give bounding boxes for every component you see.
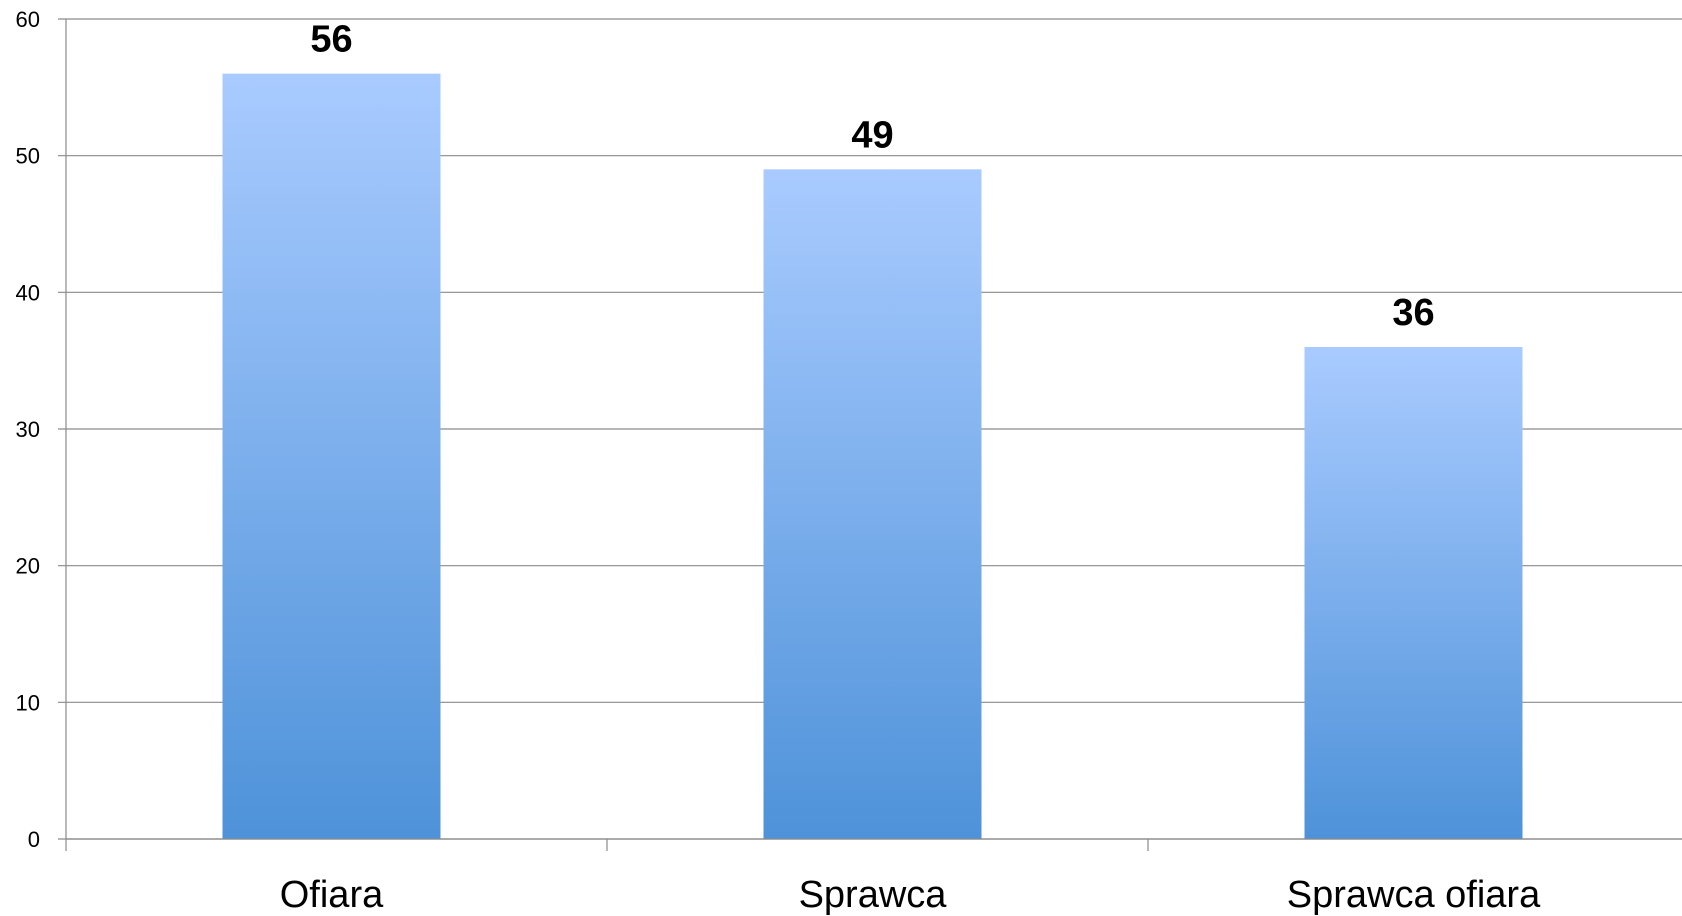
bars: [222, 73, 1523, 840]
x-category-label: Ofiara: [280, 874, 384, 916]
bar-sprawca-ofiara: [1304, 347, 1523, 839]
data-label: 56: [310, 19, 352, 61]
y-tick-label: 30: [16, 417, 40, 442]
y-tick-label: 10: [16, 690, 40, 715]
labels: 0 10 20 30 40 50 60 56 Ofiara 49 Sprawca 36 Sprawca …: [16, 7, 1542, 916]
data-label: 49: [851, 114, 893, 156]
y-tick-label: 0: [28, 827, 40, 852]
y-tick-label: 20: [16, 554, 40, 579]
bar-ofiara: [222, 73, 441, 839]
axes: [65, 19, 1682, 851]
y-tick-label: 60: [16, 7, 40, 32]
y-tick-label: 40: [16, 280, 40, 305]
y-tick-label: 50: [16, 144, 40, 169]
data-label: 36: [1392, 292, 1434, 334]
x-category-label: Sprawca ofiara: [1287, 874, 1541, 916]
x-category-label: Sprawca: [799, 874, 948, 916]
bar-sprawca: [763, 169, 982, 840]
